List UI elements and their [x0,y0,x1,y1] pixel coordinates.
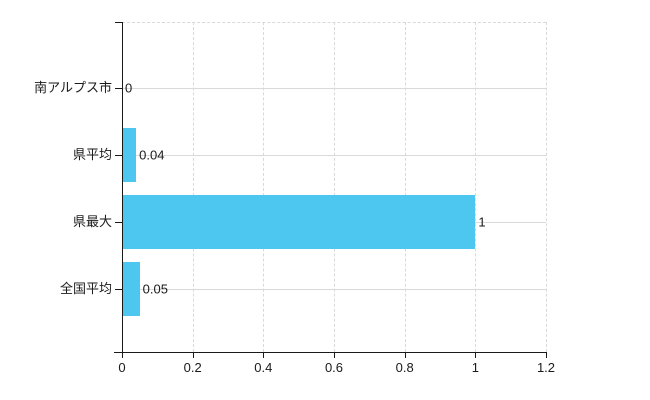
x-axis-line [114,352,547,353]
x-tick-label: 0 [118,360,126,375]
category-label: 全国平均 [59,281,112,296]
x-tick-label: 0.4 [254,360,273,375]
vertical-gridline [334,22,335,352]
x-axis-tick [546,353,547,358]
y-axis-top-tick [115,22,122,23]
vertical-gridline [546,22,547,352]
bar [123,262,140,316]
x-tick-label: 0.8 [395,360,414,375]
category-tick [115,289,122,290]
vertical-gridline [475,22,477,352]
x-tick-label: 1 [471,360,479,375]
x-tick-label: 0.2 [183,360,202,375]
category-label: 南アルプス市 [34,80,112,95]
x-axis-tick [334,353,335,358]
category-label: 県最大 [72,214,112,229]
x-tick-label: 0.6 [324,360,344,375]
horizontal-gridline [123,155,546,156]
x-axis-tick [404,353,406,358]
y-axis-line [122,22,123,353]
horizontal-gridline [123,88,546,89]
vertical-gridline [404,22,406,352]
bar-value-label: 1 [478,214,486,230]
bar-value-label: 0.05 [142,281,168,297]
x-tick-label: 1.2 [536,360,556,375]
x-axis-tick [122,353,123,358]
bar-value-label: 0 [125,80,133,96]
vertical-gridline [192,22,194,352]
bar [123,128,137,182]
bar [123,195,476,249]
category-tick [115,222,122,223]
vertical-gridline [263,22,265,352]
horizontal-gridline [123,289,546,290]
x-axis-tick [192,353,194,358]
x-axis-tick [263,353,265,358]
category-tick [115,155,122,156]
category-tick [115,88,122,89]
bar-value-label: 0.04 [139,147,165,163]
category-label: 県平均 [72,147,112,162]
x-axis-tick [475,353,477,358]
